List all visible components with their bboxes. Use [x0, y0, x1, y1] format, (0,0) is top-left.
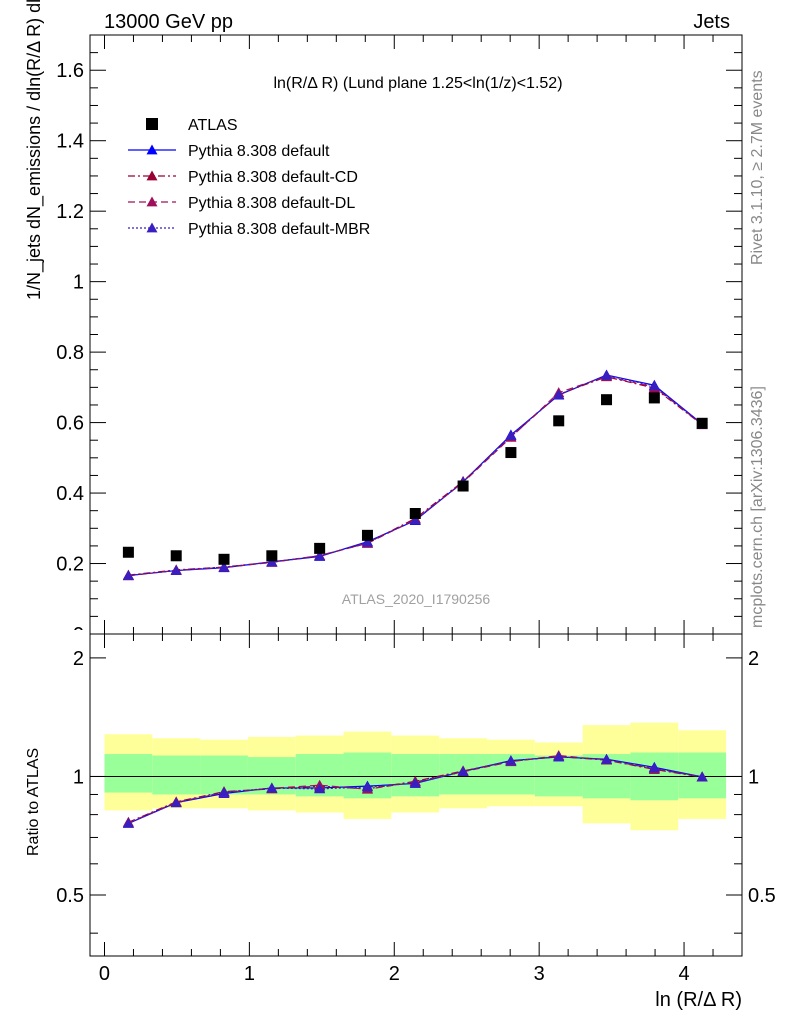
- legend-label-1: Pythia 8.308 default-CD: [188, 169, 358, 186]
- y-tick-label-main: 0.8: [56, 342, 84, 364]
- legend-label-2: Pythia 8.308 default-DL: [188, 195, 355, 212]
- y-tick-label-main: 1.2: [56, 201, 84, 223]
- series-point-ratio-3: [457, 766, 469, 776]
- legend-marker-data: [146, 118, 158, 130]
- series-point-ratio-3: [361, 781, 373, 792]
- data-point: [218, 553, 230, 565]
- header-left: 13000 GeV pp: [104, 11, 233, 33]
- series-point-ratio-3: [505, 755, 517, 766]
- series-point-ratio-3: [122, 817, 134, 828]
- data-point: [266, 550, 278, 562]
- y-tick-label-main: 1.6: [56, 60, 84, 82]
- series-point-main-3: [601, 369, 613, 380]
- series-point-main-3: [122, 570, 134, 580]
- y-tick-label-main: 0.4: [56, 483, 84, 505]
- y-tick-label-ratio-right: 0.5: [748, 885, 776, 907]
- series-point-main-3: [361, 536, 373, 547]
- series-point-ratio-3: [218, 786, 230, 797]
- x-tick-label: 1: [244, 963, 255, 985]
- series-point-main-3: [409, 514, 421, 525]
- plot-title: ln(R/Δ R) (Lund plane 1.25<ln(1/z)<1.52): [273, 75, 562, 92]
- series-point-ratio-3: [696, 771, 708, 782]
- ratio-frame: [89, 633, 743, 957]
- series-point-ratio-3: [648, 762, 660, 773]
- band-inner: [104, 754, 153, 793]
- legend-marker-0: [146, 144, 158, 155]
- data-point: [314, 542, 326, 554]
- data-point: [170, 550, 182, 562]
- series-point-main-3: [505, 430, 517, 441]
- data-point: [409, 507, 421, 519]
- series-point-ratio-3: [170, 797, 182, 808]
- y-tick-label-ratio: 2: [73, 648, 84, 670]
- legend-marker-2: [146, 196, 158, 207]
- data-point: [361, 529, 373, 541]
- legend-label-data: ATLAS: [188, 117, 238, 134]
- x-tick-label: 2: [389, 963, 400, 985]
- series-point-main-3: [314, 550, 326, 561]
- y-tick-label-ratio-right: 1: [748, 766, 759, 788]
- data-point: [696, 417, 708, 429]
- band-inner: [391, 754, 440, 797]
- y-tick-label-ratio: 1: [73, 766, 84, 788]
- data-point: [553, 415, 565, 427]
- legend: ATLAS Pythia 8.308 default Pythia 8.308 de…: [128, 117, 370, 238]
- series-point-main-3: [266, 556, 278, 567]
- data-point: [648, 392, 660, 404]
- x-axis-label: ln (R/Δ R): [655, 989, 742, 1011]
- zero-label-mask: [66, 630, 86, 642]
- data-point: [505, 447, 517, 459]
- legend-label-0: Pythia 8.308 default: [188, 143, 330, 160]
- x-tick-label: 3: [534, 963, 545, 985]
- series-point-ratio-3: [314, 783, 326, 794]
- series-point-main-3: [648, 380, 660, 391]
- series-point-ratio-3: [601, 754, 613, 764]
- data-point: [457, 480, 469, 492]
- series-line-main-3: [128, 374, 703, 577]
- series-point-main-3: [170, 565, 182, 575]
- rivet-label: Rivet 3.1.10, ≥ 2.7M events: [749, 70, 766, 265]
- mcplots-label: mcplots.cern.ch [arXiv:1306.3436]: [749, 386, 766, 628]
- series-line-main-2: [128, 375, 703, 577]
- header-right: Jets: [693, 11, 730, 33]
- watermark: ATLAS_2020_I1790256: [342, 591, 491, 607]
- series-point-ratio-3: [266, 782, 278, 793]
- x-tick-label: 4: [678, 963, 689, 985]
- y-tick-label-ratio: 0.5: [56, 885, 84, 907]
- legend-marker-3: [146, 222, 158, 233]
- y-axis-label-bottom: Ratio to ATLAS: [25, 748, 42, 856]
- series-point-ratio-3: [553, 751, 565, 762]
- legend-label-3: Pythia 8.308 default-MBR: [188, 221, 370, 238]
- y-tick-label-main: 0.2: [56, 554, 84, 576]
- y-tick-label-main: 0.6: [56, 413, 84, 435]
- series-line-main-0: [128, 374, 703, 577]
- data-point: [122, 546, 134, 558]
- series-point-main-3: [218, 561, 230, 572]
- series-point-ratio-3: [409, 777, 421, 788]
- y-tick-label-main: 1.4: [56, 131, 84, 153]
- series-point-main-3: [553, 389, 565, 400]
- y-tick-label-ratio-right: 2: [748, 648, 759, 670]
- y-tick-label-main: 1: [73, 272, 84, 294]
- band-inner: [152, 755, 201, 795]
- series-layer: [122, 369, 708, 828]
- y-axis-label-top: 1/N_jets dN_emissions / dln(R/Δ R) dln(1…: [24, 0, 45, 300]
- series-line-main-1: [128, 376, 703, 576]
- data-point: [601, 394, 613, 406]
- legend-marker-1: [146, 170, 158, 181]
- x-tick-label: 0: [99, 963, 110, 985]
